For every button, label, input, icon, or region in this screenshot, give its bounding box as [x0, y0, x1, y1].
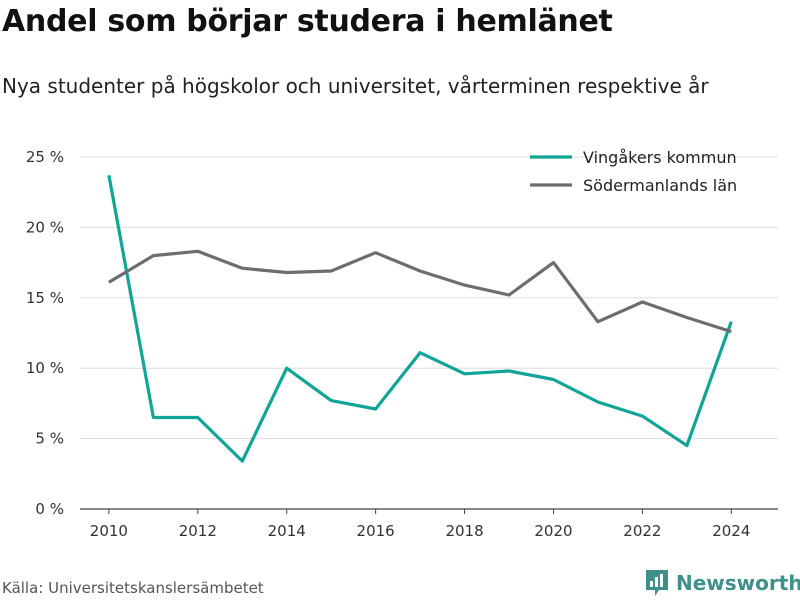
gridlines: [80, 156, 778, 510]
x-tick-label: 2022: [623, 522, 661, 540]
x-axis-ticks: 2010 2012 2014 2016 2018 2020 2022 2024: [90, 509, 750, 540]
chart-subtitle: Nya studenter på högskolor och universit…: [2, 74, 709, 98]
y-axis-ticks: 0 % 5 % 10 % 15 % 20 % 25 %: [26, 148, 64, 518]
y-tick-label: 5 %: [35, 430, 64, 448]
x-tick-label: 2016: [357, 522, 395, 540]
newsworthy-logo-icon: [646, 570, 668, 596]
x-tick-label: 2020: [534, 522, 572, 540]
brand-logo: Newsworthy: [644, 568, 800, 598]
y-tick-label: 10 %: [26, 359, 64, 377]
series-lines: [107, 175, 733, 463]
y-tick-label: 15 %: [26, 289, 64, 307]
x-tick-label: 2024: [712, 522, 750, 540]
x-tick-label: 2014: [268, 522, 306, 540]
y-tick-label: 20 %: [26, 218, 64, 236]
legend-label: Södermanlands län: [583, 176, 737, 195]
y-tick-label: 0 %: [35, 500, 64, 518]
series-line-vingaker: [107, 175, 733, 463]
legend: Vingåkers kommun Södermanlands län: [530, 148, 737, 195]
brand-name: Newsworthy: [676, 571, 800, 595]
chart-title: Andel som börjar studera i hemlänet: [2, 4, 613, 39]
x-tick-label: 2012: [179, 522, 217, 540]
series-line-sodermanland: [108, 249, 732, 334]
y-tick-label: 25 %: [26, 148, 64, 166]
legend-label: Vingåkers kommun: [583, 148, 737, 167]
x-tick-label: 2010: [90, 522, 128, 540]
line-chart: 0 %5 %10 %15 %20 %25 % 2010 2012 2014 2016 2…: [26, 148, 778, 540]
source-note: Källa: Universitetskanslersämbetet: [2, 579, 264, 597]
x-tick-label: 2018: [445, 522, 483, 540]
